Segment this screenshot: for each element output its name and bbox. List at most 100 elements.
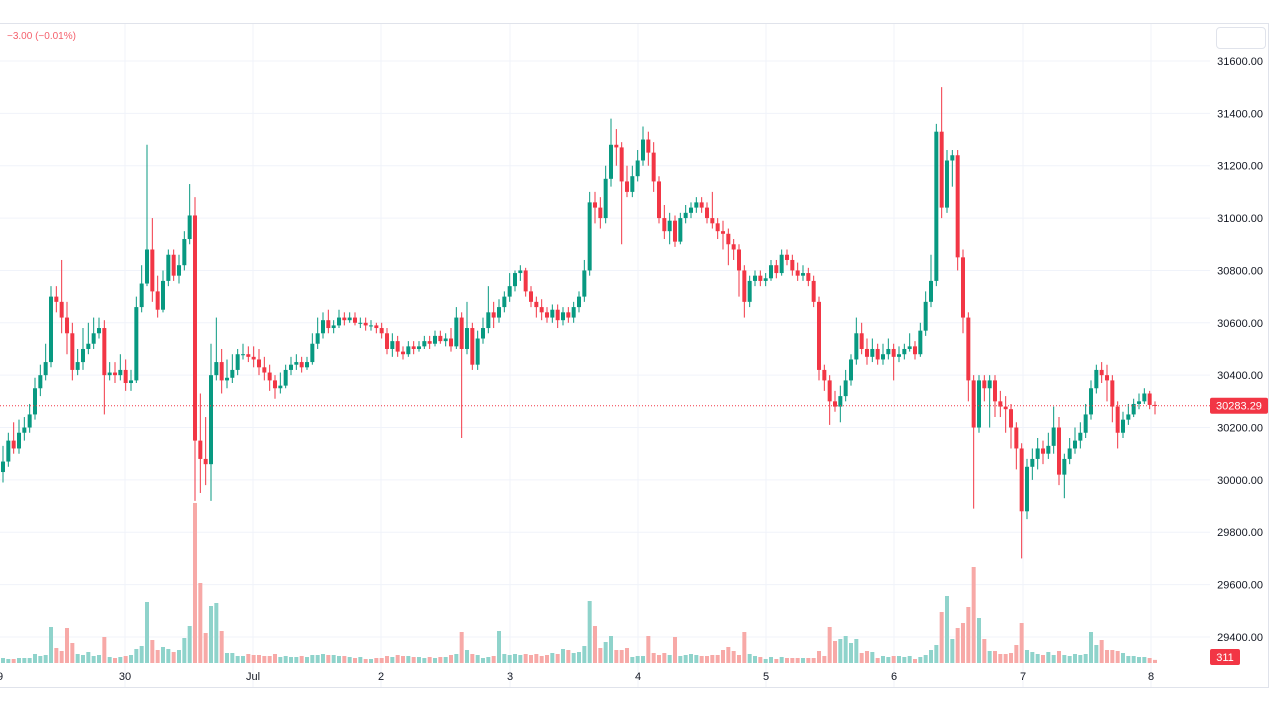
candle xyxy=(107,362,112,381)
candle-body xyxy=(390,341,395,349)
candle xyxy=(353,312,357,326)
volume-bar xyxy=(1,658,5,663)
candle xyxy=(790,254,795,276)
volume-bar xyxy=(582,646,587,663)
candle xyxy=(427,335,432,349)
volume-bar xyxy=(459,632,464,663)
candle xyxy=(438,330,443,344)
volume-bar xyxy=(225,653,229,663)
candle xyxy=(870,338,875,363)
volume-bar xyxy=(251,655,256,663)
y-tick-label: 29400.00 xyxy=(1217,632,1263,644)
x-tick-label: 8 xyxy=(1148,671,1154,683)
candle-body xyxy=(315,333,320,344)
volume-bar xyxy=(337,656,341,663)
candle-body xyxy=(619,147,624,182)
x-tick-label: 4 xyxy=(635,671,641,683)
candle xyxy=(481,317,485,344)
candle xyxy=(86,322,91,355)
candle xyxy=(582,259,587,302)
volume-bar xyxy=(694,655,699,663)
candle-body xyxy=(673,220,677,242)
candle xyxy=(534,296,539,318)
candle-body xyxy=(427,341,432,344)
candle-body xyxy=(523,270,528,292)
volume-bar xyxy=(257,655,261,663)
candle-body xyxy=(742,270,747,302)
candle xyxy=(401,346,405,360)
candle xyxy=(913,341,917,360)
volume-bar xyxy=(454,654,459,663)
volume-bar xyxy=(1126,656,1131,663)
candle xyxy=(710,191,715,229)
candle-body xyxy=(438,335,443,342)
candle xyxy=(875,343,880,365)
volume-bar xyxy=(278,657,283,663)
candle xyxy=(1089,380,1093,420)
candle xyxy=(1142,388,1147,404)
candle xyxy=(150,218,155,302)
volume-bar xyxy=(550,653,555,663)
time-axis: 29 30 Jul 2 3 4 5 6 7 8 xyxy=(0,671,1154,683)
volume-bar xyxy=(758,657,763,663)
candle-body xyxy=(939,131,944,208)
candle-body xyxy=(161,280,165,310)
candle-body xyxy=(609,144,613,179)
candle xyxy=(262,356,267,381)
candle xyxy=(395,335,400,357)
candle-body xyxy=(497,307,501,318)
volume-bar xyxy=(678,656,683,663)
candle-body xyxy=(593,202,597,208)
candle xyxy=(614,129,619,166)
volume-bar xyxy=(897,656,901,663)
volume-bar xyxy=(427,657,432,663)
candle xyxy=(801,265,805,281)
candle xyxy=(550,304,555,323)
candle-body xyxy=(987,380,992,389)
candle xyxy=(267,364,272,391)
candle-body xyxy=(17,432,21,449)
candle xyxy=(854,317,859,365)
candle-body xyxy=(59,301,64,318)
candle-body xyxy=(843,380,848,397)
volume-bar xyxy=(315,655,320,663)
volume-bar xyxy=(235,656,240,663)
candle xyxy=(523,267,528,297)
candle-body xyxy=(214,362,219,376)
candle xyxy=(134,296,139,384)
candle xyxy=(518,265,523,281)
candle-body xyxy=(166,254,171,281)
candle-body xyxy=(209,375,213,465)
candle xyxy=(1078,422,1083,449)
candle xyxy=(283,364,288,389)
candle-body xyxy=(491,312,496,318)
candle-body xyxy=(779,254,784,274)
volume-bar xyxy=(193,503,197,663)
volume-bar xyxy=(683,655,688,663)
volume-bar xyxy=(619,650,624,663)
volume-bar xyxy=(97,655,101,663)
volume-bar xyxy=(1062,655,1067,663)
volume-bar xyxy=(918,657,923,663)
candle-body xyxy=(230,369,235,378)
volume-bar xyxy=(1147,658,1152,663)
candle xyxy=(747,275,752,308)
candle xyxy=(694,197,699,213)
volume-bar xyxy=(891,656,896,663)
last-volume-label: 311 xyxy=(1216,652,1234,664)
candle xyxy=(235,348,240,376)
candle-body xyxy=(731,244,736,250)
candle-body xyxy=(299,362,304,368)
scale-options-button[interactable] xyxy=(1216,27,1266,49)
volume-bar xyxy=(555,654,560,663)
candle-body xyxy=(694,202,699,208)
volume-bar xyxy=(54,648,59,663)
candle-body xyxy=(1110,380,1115,407)
volume-bar xyxy=(374,658,379,663)
volume-bar xyxy=(934,645,939,663)
candle-body xyxy=(710,218,715,224)
candle xyxy=(166,249,171,287)
volume-bar xyxy=(145,602,149,663)
candle-body xyxy=(75,362,80,370)
